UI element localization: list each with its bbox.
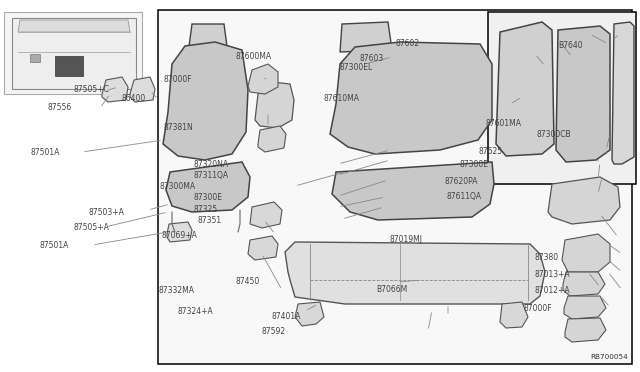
Bar xyxy=(30,54,40,62)
Text: 87625: 87625 xyxy=(479,147,503,156)
Text: 87501A: 87501A xyxy=(31,148,60,157)
Polygon shape xyxy=(166,162,250,212)
Polygon shape xyxy=(295,302,324,326)
Text: 87300E: 87300E xyxy=(193,193,222,202)
Text: 87450: 87450 xyxy=(236,278,260,286)
Text: 87592: 87592 xyxy=(261,327,285,336)
Polygon shape xyxy=(563,272,605,296)
Polygon shape xyxy=(340,22,392,52)
Polygon shape xyxy=(163,42,248,160)
Text: B7640: B7640 xyxy=(558,41,582,50)
Text: 87620PA: 87620PA xyxy=(445,177,478,186)
Polygon shape xyxy=(130,77,155,102)
Text: 87000F: 87000F xyxy=(163,76,192,84)
Polygon shape xyxy=(548,177,620,224)
Text: 87503+A: 87503+A xyxy=(88,208,124,217)
Text: 87381N: 87381N xyxy=(163,123,193,132)
Polygon shape xyxy=(255,82,294,128)
Polygon shape xyxy=(285,242,545,304)
Text: 87332MA: 87332MA xyxy=(159,286,195,295)
Polygon shape xyxy=(188,24,228,54)
Polygon shape xyxy=(330,42,492,154)
Polygon shape xyxy=(258,126,286,152)
Text: 87019MJ: 87019MJ xyxy=(389,235,422,244)
Text: 87610MA: 87610MA xyxy=(323,94,359,103)
Text: 87611QA: 87611QA xyxy=(447,192,482,201)
Polygon shape xyxy=(556,26,610,162)
Bar xyxy=(55,56,83,76)
Text: 87505+C: 87505+C xyxy=(74,85,109,94)
Polygon shape xyxy=(562,234,610,272)
Text: 87556: 87556 xyxy=(48,103,72,112)
Text: 87013+A: 87013+A xyxy=(534,270,570,279)
Text: 87012+A: 87012+A xyxy=(534,286,570,295)
Text: 87325: 87325 xyxy=(193,205,218,214)
Polygon shape xyxy=(612,22,634,164)
Polygon shape xyxy=(248,64,278,94)
Text: 87300EL: 87300EL xyxy=(339,63,372,72)
Polygon shape xyxy=(250,202,282,228)
Text: 87601MA: 87601MA xyxy=(485,119,521,128)
Text: 87401A: 87401A xyxy=(272,312,301,321)
Text: 87300CB: 87300CB xyxy=(536,130,571,139)
Text: 87351: 87351 xyxy=(197,216,221,225)
Text: 86400: 86400 xyxy=(122,94,146,103)
Text: 87311QA: 87311QA xyxy=(193,171,228,180)
Text: 87505+A: 87505+A xyxy=(74,223,109,232)
Polygon shape xyxy=(564,296,606,319)
Polygon shape xyxy=(500,302,528,328)
Text: 87603: 87603 xyxy=(360,54,384,63)
Polygon shape xyxy=(332,162,494,220)
Polygon shape xyxy=(18,20,130,32)
Text: 87300E: 87300E xyxy=(460,160,488,169)
Text: 87600MA: 87600MA xyxy=(236,52,271,61)
Bar xyxy=(4,12,142,94)
Polygon shape xyxy=(496,22,554,156)
Text: 87501A: 87501A xyxy=(40,241,69,250)
Polygon shape xyxy=(102,77,128,102)
Text: 87300MA: 87300MA xyxy=(160,182,196,191)
Text: 87380: 87380 xyxy=(534,253,559,262)
Polygon shape xyxy=(565,318,606,342)
Text: 87320NA: 87320NA xyxy=(193,160,228,169)
Text: RB700054: RB700054 xyxy=(590,354,628,360)
Polygon shape xyxy=(12,18,136,89)
Text: 87602: 87602 xyxy=(396,39,420,48)
Bar xyxy=(158,10,632,364)
Polygon shape xyxy=(167,222,192,242)
Text: 87324+A: 87324+A xyxy=(178,307,214,316)
Text: B7066M: B7066M xyxy=(376,285,408,294)
Polygon shape xyxy=(248,236,278,260)
Bar xyxy=(488,12,636,184)
Text: 87069+A: 87069+A xyxy=(161,231,197,240)
Text: 87000F: 87000F xyxy=(524,304,552,312)
